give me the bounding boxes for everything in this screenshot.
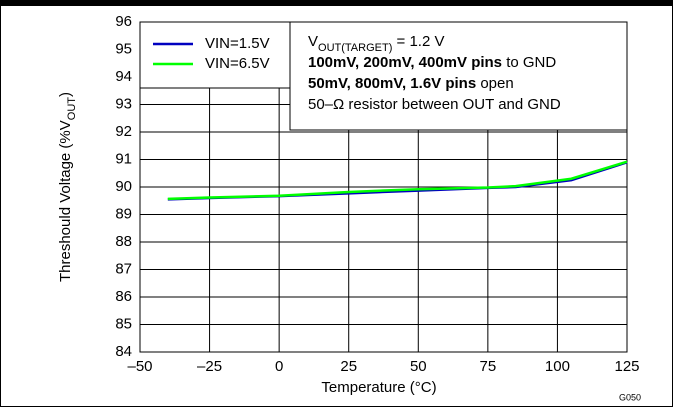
annotation-box bbox=[289, 21, 628, 131]
y-axis-label: Threshould Voltage (%VOUT) bbox=[57, 92, 78, 282]
x-tick-label: 125 bbox=[614, 358, 639, 375]
figure-id: G050 bbox=[619, 392, 641, 402]
y-tick-label: 95 bbox=[115, 40, 132, 57]
y-tick-label: 96 bbox=[115, 13, 132, 30]
annotation-part: 50mV, 800mV, 1.6V pins bbox=[308, 75, 476, 92]
annotation: 50mV, 800mV, 1.6V pins open bbox=[308, 75, 514, 92]
legend-label: VIN=6.5V bbox=[205, 55, 270, 72]
y-tick-label: 94 bbox=[115, 68, 132, 85]
y-tick-label: 87 bbox=[115, 260, 132, 277]
x-tick-label: 25 bbox=[340, 358, 357, 375]
annotation-part: = 1.2 V bbox=[392, 33, 444, 50]
y-tick-label: 85 bbox=[115, 315, 132, 332]
y-tick-label: 91 bbox=[115, 150, 132, 167]
x-axis-label: Temperature (°C) bbox=[321, 379, 436, 396]
title-strip bbox=[0, 0, 673, 6]
annotation: VOUT(TARGET) = 1.2 V bbox=[308, 33, 444, 54]
annotation-part: OUT(TARGET) bbox=[318, 42, 392, 54]
annotation-part: to GND bbox=[502, 54, 556, 71]
y-tick-label: 84 bbox=[115, 343, 132, 360]
x-tick-label: 75 bbox=[480, 358, 497, 375]
annotation-part: V bbox=[308, 33, 318, 50]
data-line bbox=[167, 160, 628, 201]
y-axis-label-part: Threshould Voltage (%V bbox=[57, 120, 74, 282]
annotation-part: 50–Ω resistor between OUT and GND bbox=[308, 96, 561, 113]
y-tick-label: 86 bbox=[115, 288, 132, 305]
x-tick-label: 0 bbox=[275, 358, 283, 375]
annotation: 50–Ω resistor between OUT and GND bbox=[308, 96, 561, 113]
x-tick-label: –25 bbox=[197, 358, 222, 375]
x-tick-label: 50 bbox=[410, 358, 427, 375]
y-axis-label-part: ) bbox=[57, 92, 74, 97]
x-tick-label: –50 bbox=[127, 358, 152, 375]
legend-box bbox=[139, 21, 291, 89]
y-tick-label: 92 bbox=[115, 123, 132, 140]
x-tick-label: 100 bbox=[545, 358, 570, 375]
y-tick-label: 89 bbox=[115, 205, 132, 222]
y-tick-label: 90 bbox=[115, 178, 132, 195]
y-tick-label: 88 bbox=[115, 233, 132, 250]
annotation: 100mV, 200mV, 400mV pins to GND bbox=[308, 54, 556, 71]
y-tick-label: 93 bbox=[115, 95, 132, 112]
legend-label: VIN=1.5V bbox=[205, 35, 270, 52]
annotation-part: open bbox=[476, 75, 514, 92]
annotation-part: 100mV, 200mV, 400mV pins bbox=[308, 54, 502, 71]
y-axis-label-part: OUT bbox=[66, 97, 78, 121]
